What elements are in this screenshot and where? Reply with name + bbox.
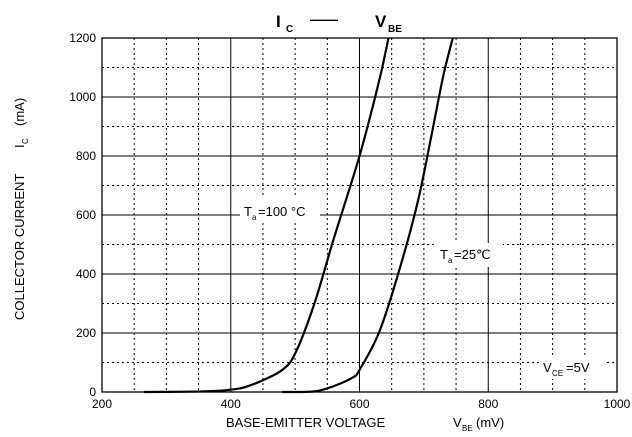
x-axis-label-unit: (mV) [476, 415, 504, 430]
x-tick-label: 200 [92, 397, 112, 411]
annotation-vce-main: V [543, 360, 552, 375]
x-tick-label: 800 [478, 397, 498, 411]
y-axis-label-unit: (mA) [12, 98, 27, 126]
y-tick-label: 200 [76, 326, 96, 340]
annotation-vce-text: =5V [566, 360, 590, 375]
annotation-ta-25-bg [437, 243, 503, 267]
y-tick-labels: 0 200 400 600 800 1000 1200 [69, 31, 96, 399]
chart-title: I C —— V BE [276, 11, 402, 35]
curve-ta-25 [282, 37, 454, 394]
annotation-ta-25-text: =25℃ [454, 247, 491, 262]
y-tick-label: 800 [76, 149, 96, 163]
y-tick-label: 0 [89, 385, 96, 399]
x-tick-label: 400 [221, 397, 241, 411]
x-tick-label: 1000 [604, 397, 631, 411]
annotation-ta-100-text: =100 °C [258, 204, 305, 219]
x-axis-label-text: BASE-EMITTER VOLTAGE [226, 415, 385, 430]
annotation-ta-100-sub: a [252, 213, 257, 222]
y-axis-label: COLLECTOR CURRENT I C (mA) [12, 98, 30, 320]
y-tick-label: 600 [76, 208, 96, 222]
annotation-ta-25-main: T [440, 247, 448, 262]
y-axis-label-text: COLLECTOR CURRENT [12, 174, 27, 320]
y-axis-label-symbol: I [12, 144, 27, 148]
title-main-sub: C [286, 24, 293, 35]
y-tick-label: 400 [76, 267, 96, 281]
curve-ta-100 [143, 37, 390, 394]
annotation-ta-100: T a =100 °C [240, 198, 320, 222]
annotation-ta-25: T a =25℃ [437, 243, 503, 267]
x-axis-label: BASE-EMITTER VOLTAGE V BE (mV) [226, 415, 504, 433]
x-tick-labels: 200 400 600 800 1000 [92, 397, 631, 411]
annotation-ta-100-main: T [244, 204, 252, 219]
annotation-vce: V CE =5V [540, 357, 604, 379]
title-right-sub: BE [388, 24, 402, 35]
annotation-vce-bg [540, 357, 604, 379]
grid [102, 38, 617, 392]
annotation-ta-25-sub: a [448, 256, 453, 265]
y-tick-label: 1000 [69, 90, 96, 104]
title-dash: —— [310, 11, 338, 27]
annotation-vce-sub: CE [552, 369, 563, 378]
y-tick-label: 1200 [69, 31, 96, 45]
x-axis-label-symbol: V [453, 415, 462, 430]
annotation-ta-100-bg [240, 198, 320, 222]
plot-frame [101, 37, 618, 393]
title-main: I [276, 12, 281, 31]
x-axis-label-symbol-sub: BE [462, 424, 473, 433]
y-axis-label-symbol-sub: C [21, 138, 30, 144]
title-right: V [375, 12, 387, 31]
x-tick-label: 600 [349, 397, 369, 411]
